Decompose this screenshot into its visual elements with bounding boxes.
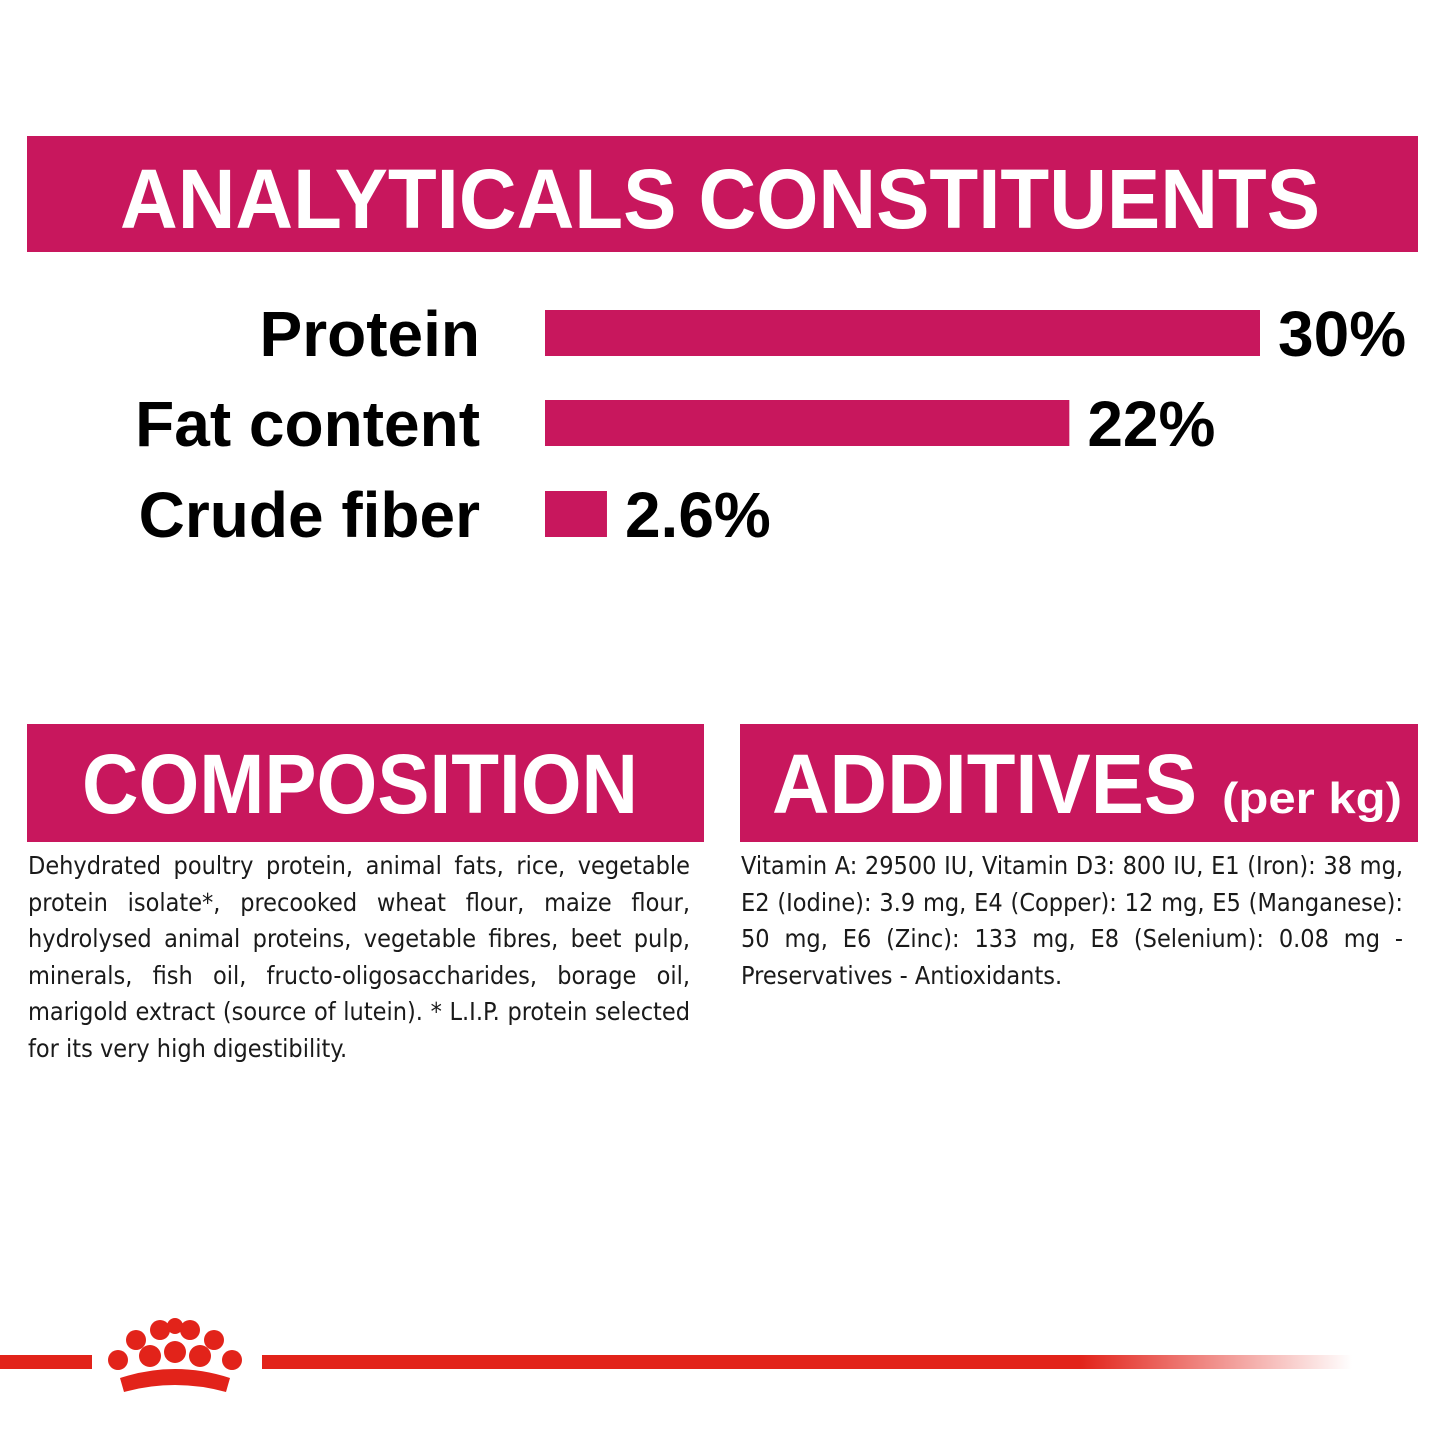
bar	[545, 400, 1070, 446]
category-label: Protein	[260, 298, 480, 370]
title-band	[27, 136, 1418, 252]
logo-line-right	[262, 1355, 1352, 1369]
additives-text: Vitamin A: 29500 IU, Vitamin D3: 800 IU,…	[741, 851, 1403, 990]
value-label: 22%	[1087, 388, 1215, 460]
additives-title: ADDITIVES	[772, 737, 1197, 831]
composition-text: Dehydrated poultry protein, animal fats,…	[28, 851, 690, 1063]
composition-band	[27, 724, 704, 842]
bar	[545, 491, 607, 537]
chart-title: ANALYTICALS CONSTITUENTS	[120, 152, 1320, 246]
additives-subtitle: (per kg)	[1222, 774, 1402, 823]
logo-line-left	[0, 1355, 92, 1369]
value-label: 30%	[1278, 298, 1406, 370]
category-label: Crude fiber	[139, 479, 480, 551]
logo	[0, 1318, 1352, 1392]
composition-title: COMPOSITION	[82, 737, 638, 831]
additives-band	[740, 724, 1418, 842]
value-label: 2.6%	[625, 479, 771, 551]
category-label: Fat content	[135, 388, 480, 460]
bar	[545, 310, 1260, 356]
